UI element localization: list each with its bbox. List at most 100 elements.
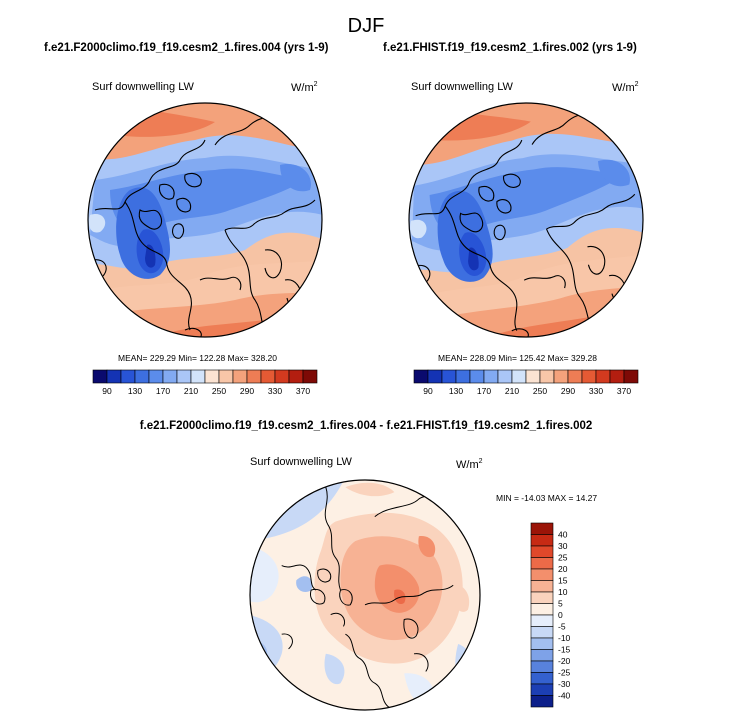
panel-1-colorbar-swatch — [302, 369, 318, 384]
difference-colorbar-swatch — [530, 683, 554, 696]
panel-2-colorbar-tick-label: 290 — [561, 386, 575, 396]
panel-1-colorbar-swatch — [288, 369, 304, 384]
difference-map — [250, 480, 480, 710]
panel-2-colorbar-swatch — [539, 369, 555, 384]
difference-stats: MIN = -14.03 MAX = 14.27 — [496, 493, 598, 503]
panel-1-colorbar-tick-label: 290 — [240, 386, 254, 396]
difference-colorbar-swatch — [530, 534, 554, 547]
difference-colorbar-swatch — [530, 591, 554, 604]
difference-colorbar-swatch — [530, 580, 554, 593]
difference-colorbar-swatch — [530, 557, 554, 570]
panel-2-colorbar-tick-label: 130 — [449, 386, 463, 396]
panel-2-title: f.e21.FHIST.f19_f19.cesm2_1.fires.002 (y… — [383, 42, 637, 54]
panel-1-colorbar-swatch — [92, 369, 108, 384]
panel-2-colorbar-tick-label: 370 — [617, 386, 631, 396]
panel-2-colorbar-swatch — [525, 369, 541, 384]
panel-2-colorbar-swatch — [511, 369, 527, 384]
difference-colorbar-tick-label: 40 — [558, 530, 568, 540]
panel-1-colorbar-swatch — [120, 369, 136, 384]
panel-1-colorbar-swatch — [204, 369, 220, 384]
difference-units: W/m2 — [456, 458, 483, 471]
panel-1-colorbar-tick-label: 370 — [296, 386, 310, 396]
panel-2-colorbar-tick-label: 210 — [505, 386, 519, 396]
difference-colorbar-tick-label: 10 — [558, 587, 568, 597]
panel-1-colorbar-swatch — [134, 369, 150, 384]
panel-2-colorbar-swatch — [581, 369, 597, 384]
panel-2-colorbar-swatch — [595, 369, 611, 384]
difference-colorbar-swatch — [530, 660, 554, 673]
panel-2-colorbar-tick-label: 170 — [477, 386, 491, 396]
difference-colorbar-swatch — [530, 568, 554, 581]
panel-1-title: f.e21.F2000climo.f19_f19.cesm2_1.fires.0… — [44, 42, 329, 54]
panel-1-units: W/m2 — [291, 81, 318, 94]
panel-2-colorbar-swatch — [553, 369, 569, 384]
panel-2-colorbar-tick-label: 330 — [589, 386, 603, 396]
panel-1-colorbar-swatch — [246, 369, 262, 384]
difference-colorbar-tick-label: -10 — [558, 633, 571, 643]
panel-1-colorbar-tick-label: 170 — [156, 386, 170, 396]
panel-2-units: W/m2 — [612, 81, 639, 94]
difference-colorbar-tick-label: 5 — [558, 599, 563, 609]
panel-2-map — [409, 103, 643, 337]
panel-1-colorbar-tick-label: 250 — [212, 386, 226, 396]
difference-colorbar-swatch — [530, 695, 554, 708]
panel-2-colorbar-swatch — [609, 369, 625, 384]
panel-2-colorbar-swatch — [497, 369, 513, 384]
difference-colorbar-swatch — [530, 603, 554, 616]
figure-title: DJF — [347, 15, 385, 37]
difference-colorbar-tick-label: 20 — [558, 564, 568, 574]
difference-colorbar-tick-label: -25 — [558, 668, 571, 678]
panel-2-colorbar: 90 130 170 210 250 290 330 370 — [413, 369, 639, 396]
difference-variable: Surf downwelling LW — [250, 456, 352, 468]
panel-1-colorbar-tick-label: 330 — [268, 386, 282, 396]
panel-1-colorbar: 90 130 170 210 250 290 330 370 — [92, 369, 318, 396]
panel-1-stats: MEAN= 229.29 Min= 122.28 Max= 328.20 — [118, 353, 278, 363]
panel-1-colorbar-tick-label: 210 — [184, 386, 198, 396]
panel-2-colorbar-swatch — [469, 369, 485, 384]
difference-colorbar-swatch — [530, 545, 554, 558]
panel-1-colorbar-swatch — [274, 369, 290, 384]
panel-2-map-border — [408, 102, 644, 338]
panel-1-map — [88, 103, 322, 337]
panel-1-colorbar-tick-label: 90 — [102, 386, 112, 396]
panel-2-colorbar-swatch — [455, 369, 471, 384]
panel-1-colorbar-tick-label: 130 — [128, 386, 142, 396]
panel-1-colorbar-swatch — [190, 369, 206, 384]
difference-map-border — [249, 479, 481, 711]
difference-colorbar-tick-label: -40 — [558, 691, 571, 701]
difference-colorbar-tick-label: 0 — [558, 610, 563, 620]
difference-colorbar-swatch — [530, 614, 554, 627]
panel-1-colorbar-swatch — [162, 369, 178, 384]
panel-2-colorbar-swatch — [441, 369, 457, 384]
panel-2-colorbar-tick-label: 250 — [533, 386, 547, 396]
panel-2-colorbar-swatch — [427, 369, 443, 384]
panel-1-colorbar-swatch — [176, 369, 192, 384]
difference-colorbar-tick-label: -15 — [558, 645, 571, 655]
difference-colorbar-swatch — [530, 637, 554, 650]
panel-1-colorbar-swatch — [148, 369, 164, 384]
difference-colorbar-swatch — [530, 626, 554, 639]
panel-1-colorbar-swatch — [260, 369, 276, 384]
panel-2-colorbar-swatch — [413, 369, 429, 384]
panel-1-colorbar-swatch — [106, 369, 122, 384]
panel-2-variable: Surf downwelling LW — [411, 81, 513, 93]
difference-colorbar-swatch — [530, 649, 554, 662]
difference-colorbar-tick-label: 25 — [558, 553, 568, 563]
difference-colorbar-tick-label: 30 — [558, 541, 568, 551]
panel-2-stats: MEAN= 228.09 Min= 125.42 Max= 329.28 — [438, 353, 598, 363]
panel-1-variable: Surf downwelling LW — [92, 81, 194, 93]
difference-title: f.e21.F2000climo.f19_f19.cesm2_1.fires.0… — [139, 420, 593, 432]
panel-2-colorbar-swatch — [483, 369, 499, 384]
difference-colorbar-swatch — [530, 672, 554, 685]
panel-2-colorbar-tick-label: 90 — [423, 386, 433, 396]
difference-colorbar-tick-label: -20 — [558, 656, 571, 666]
difference-colorbar-tick-label: -5 — [558, 622, 566, 632]
panel-1-map-border — [87, 102, 323, 338]
panel-1-colorbar-swatch — [232, 369, 248, 384]
panel-2-colorbar-swatch — [567, 369, 583, 384]
difference-colorbar-tick-label: -30 — [558, 679, 571, 689]
difference-colorbar-tick-label: 15 — [558, 576, 568, 586]
difference-colorbar-swatch — [530, 522, 554, 535]
